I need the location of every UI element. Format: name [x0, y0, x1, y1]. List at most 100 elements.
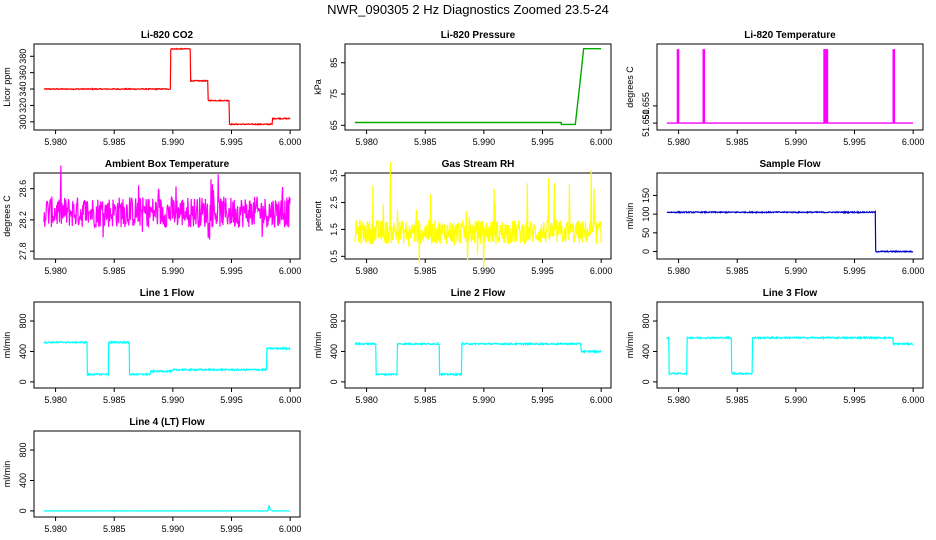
- chart-title: Li-820 Temperature: [744, 30, 836, 41]
- chart-line1-flow: Line 1 Flow ml/min 5.980 5.985 5.990 5.995 6.0…: [2, 288, 301, 405]
- y-axis-label: Licor ppm: [2, 67, 12, 107]
- chart-title: Line 3 Flow: [763, 288, 818, 299]
- chart-pressure: Li-820 Pressure kPa 5.980 5.985 5.990 5.995 6.…: [313, 30, 612, 147]
- series-line-gas-rh: [354, 161, 602, 268]
- x-tick-label: 5.985: [103, 524, 126, 534]
- y-tick-label: 400: [329, 344, 339, 359]
- x-tick-label: 5.990: [473, 395, 496, 405]
- chart-co2: Li-820 CO2 Licor ppm 5.980 5.985 5.990 5.995 6…: [2, 30, 301, 147]
- y-tick-label: 0: [329, 379, 339, 384]
- x-tick-label: 5.980: [44, 137, 67, 147]
- x-tick-label: 5.995: [843, 266, 866, 276]
- x-tick-label: 5.990: [473, 137, 496, 147]
- y-tick-label: 800: [641, 314, 651, 329]
- series-line-line1-flow: [43, 340, 291, 378]
- y-axis-label: ml/min: [625, 203, 635, 230]
- chart-ambient-temp: Ambient Box Temperature degrees C 5.980 5.9…: [2, 159, 301, 276]
- x-tick-label: 5.995: [843, 395, 866, 405]
- x-tick-label: 5.995: [843, 137, 866, 147]
- chart-title: Gas Stream RH: [442, 159, 515, 170]
- y-tick-label: 75: [329, 89, 339, 99]
- chart-title: Line 2 Flow: [451, 288, 506, 299]
- plot-frame: [33, 430, 301, 518]
- x-tick-label: 5.985: [414, 266, 437, 276]
- x-tick-label: 5.990: [785, 266, 808, 276]
- x-tick-label: 6.000: [279, 524, 302, 534]
- y-tick-label: 65: [329, 120, 339, 130]
- x-tick-label: 5.980: [667, 137, 690, 147]
- chart-line3-flow: Line 3 Flow ml/min 5.980 5.985 5.990 5.995 6.0…: [625, 288, 924, 405]
- y-tick-label: 1.5: [329, 223, 339, 236]
- y-axis-label: ml/min: [2, 461, 12, 488]
- x-tick-label: 5.995: [531, 137, 554, 147]
- x-tick-label: 5.985: [103, 395, 126, 405]
- y-tick-label: 27.8: [18, 242, 28, 260]
- y-tick-label: 3.5: [329, 169, 339, 182]
- y-tick-label: 320: [18, 98, 28, 113]
- y-tick-label: 360: [18, 65, 28, 80]
- x-tick-label: 6.000: [902, 137, 925, 147]
- chart-title: Line 4 (LT) Flow: [129, 417, 205, 428]
- plot-frame: [656, 43, 924, 131]
- x-tick-label: 5.980: [44, 524, 67, 534]
- series-line-sample-flow: [666, 209, 914, 254]
- y-axis-label: degrees C: [625, 66, 635, 108]
- x-tick-label: 5.990: [785, 395, 808, 405]
- y-axis-label: ml/min: [2, 332, 12, 359]
- x-tick-label: 5.990: [162, 395, 185, 405]
- x-tick-label: 5.980: [355, 137, 378, 147]
- y-tick-label: 50: [641, 228, 651, 238]
- y-tick-label: 0: [18, 379, 28, 384]
- chart-sample-flow: Sample Flow ml/min 5.980 5.985 5.990 5.995 6.0…: [625, 159, 924, 276]
- y-tick-label: 400: [641, 344, 651, 359]
- x-tick-label: 6.000: [590, 266, 613, 276]
- y-tick-label: 0: [18, 508, 28, 513]
- x-tick-label: 5.985: [726, 395, 749, 405]
- series-line-ambient-temp: [43, 165, 291, 240]
- x-tick-label: 5.980: [667, 395, 690, 405]
- x-tick-label: 5.990: [162, 266, 185, 276]
- y-axis-label: percent: [313, 200, 323, 231]
- x-tick-label: 5.985: [414, 137, 437, 147]
- x-tick-label: 5.980: [667, 266, 690, 276]
- x-tick-label: 5.980: [355, 266, 378, 276]
- x-tick-label: 5.990: [473, 266, 496, 276]
- x-tick-label: 5.990: [162, 524, 185, 534]
- y-tick-label: 51.650: [641, 109, 651, 137]
- x-tick-label: 6.000: [590, 137, 613, 147]
- series-line-line2-flow: [354, 341, 602, 377]
- y-tick-label: 400: [18, 473, 28, 488]
- y-tick-label: 150: [641, 188, 651, 203]
- plot-frame: [33, 172, 301, 260]
- plot-frame: [33, 43, 301, 131]
- y-tick-label: 380: [18, 49, 28, 64]
- y-tick-label: 28.2: [18, 211, 28, 229]
- plot-frame: [344, 301, 612, 389]
- y-tick-label: 85: [329, 58, 339, 68]
- y-tick-label: 0: [641, 379, 651, 384]
- x-tick-label: 5.980: [44, 266, 67, 276]
- plot-frame: [344, 43, 612, 131]
- y-axis-label: degrees C: [2, 195, 12, 237]
- series-line-licor-temp: [666, 49, 914, 124]
- x-tick-label: 5.995: [531, 395, 554, 405]
- x-tick-label: 6.000: [902, 395, 925, 405]
- chart-title: Ambient Box Temperature: [105, 159, 230, 170]
- chart-licor-temp: Li-820 Temperature degrees C 5.980 5.985 5.9…: [625, 30, 924, 147]
- chart-line4-flow: Line 4 (LT) Flow ml/min 5.980 5.985 5.990 5.9…: [2, 417, 301, 534]
- y-tick-label: 51.655: [641, 92, 651, 120]
- x-tick-label: 5.995: [220, 137, 243, 147]
- x-tick-label: 5.990: [785, 137, 808, 147]
- x-tick-label: 6.000: [279, 266, 302, 276]
- x-tick-label: 5.985: [103, 266, 126, 276]
- plot-frame: [33, 301, 301, 389]
- plot-frame: [656, 301, 924, 389]
- chart-title: Sample Flow: [759, 159, 820, 170]
- plot-frame: [656, 172, 924, 260]
- series-line-pressure: [354, 48, 602, 126]
- chart-title: Li-820 CO2: [141, 30, 194, 41]
- x-tick-label: 5.980: [355, 395, 378, 405]
- y-tick-label: 100: [641, 207, 651, 222]
- y-axis-label: ml/min: [313, 332, 323, 359]
